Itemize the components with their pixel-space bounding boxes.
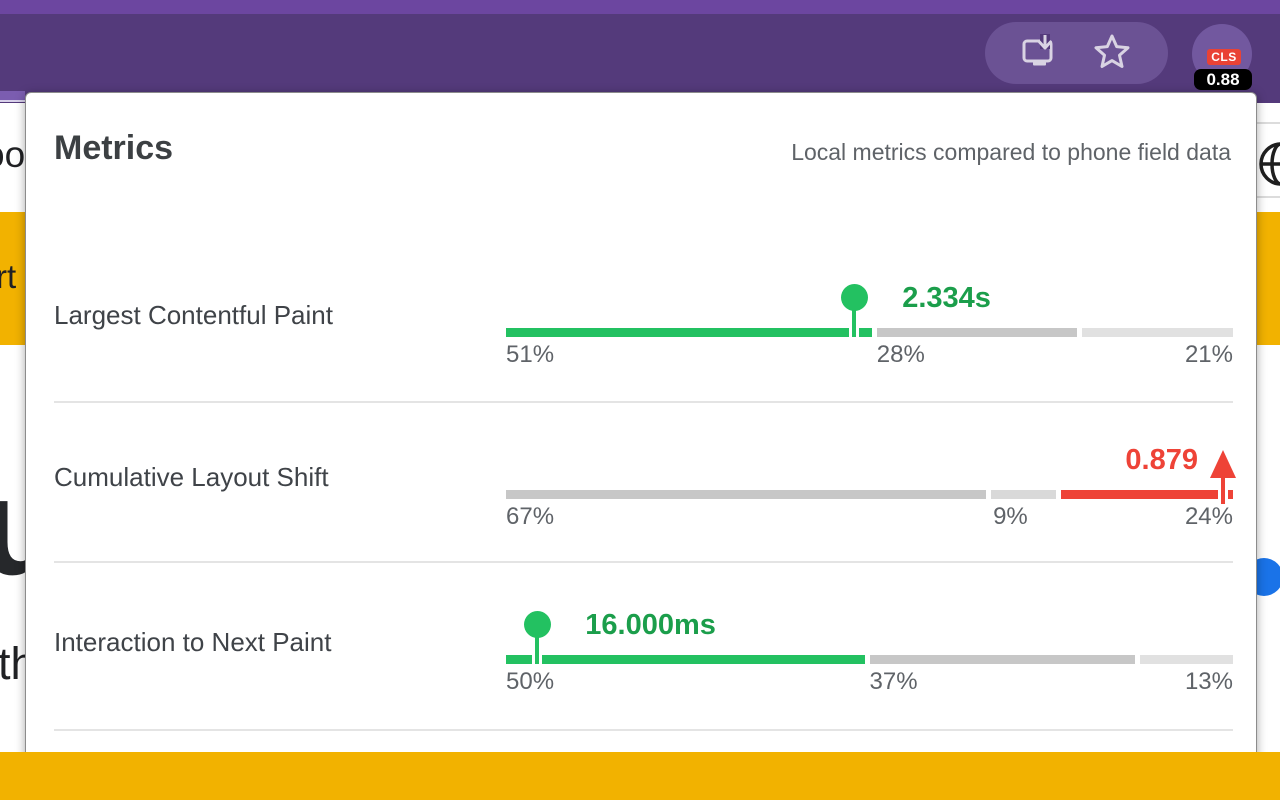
browser-toolbar: CLS 0.88: [0, 14, 1280, 103]
local-value-dot-icon: [841, 284, 869, 311]
bar-segment: [506, 490, 987, 499]
bar-segment: [991, 490, 1056, 499]
tab-strip: [0, 0, 1280, 14]
marker-stem: [1220, 478, 1225, 504]
page-header-strip: [0, 100, 25, 102]
bar-segment: [1082, 328, 1233, 337]
distribution-labels: 67% 9% 24%: [506, 503, 1233, 531]
bar-segment: [869, 655, 1135, 664]
metric-bar: 16.000ms 50% 37% 13%: [506, 609, 1233, 695]
metric-name: Cumulative Layout Shift: [54, 462, 329, 492]
star-icon[interactable]: [1092, 32, 1132, 72]
pct-label: 50%: [506, 668, 555, 695]
marker-stem: [852, 298, 857, 337]
bar-segment: [506, 328, 872, 337]
pct-label: 13%: [1184, 668, 1233, 695]
pct-label: 21%: [1184, 341, 1233, 368]
pct-label: 24%: [1184, 503, 1233, 530]
metric-name: Interaction to Next Paint: [54, 627, 332, 657]
distribution-labels: 51% 28% 21%: [506, 341, 1233, 369]
metric-name: Largest Contentful Paint: [54, 300, 333, 330]
pct-label: 51%: [506, 341, 555, 368]
pct-label: 28%: [876, 341, 925, 368]
popup-title: Metrics: [54, 129, 174, 167]
bar-segment: [1139, 655, 1233, 664]
row-divider: [54, 401, 1233, 403]
bar-segment: [506, 655, 865, 664]
distribution-bar: [506, 490, 1234, 499]
omnibox[interactable]: [985, 22, 1168, 84]
marker-stem: [535, 625, 540, 664]
extension-metric-chip: CLS: [1207, 49, 1241, 65]
page-text-fragment: rt: [0, 258, 17, 295]
distribution-bar: [506, 328, 1233, 337]
metric-bar: 2.334s 51% 28% 21%: [506, 282, 1233, 368]
metric-value: 16.000ms: [585, 609, 716, 641]
row-divider: [54, 729, 1233, 731]
local-value-arrow-icon: [1209, 450, 1236, 478]
bar-segment: [876, 328, 1078, 337]
pct-label: 37%: [869, 668, 918, 695]
globe-icon: [1257, 140, 1280, 193]
page-text-fragment: oo: [0, 134, 26, 175]
local-value-dot-icon: [524, 611, 552, 638]
page-header-strip: [0, 91, 25, 100]
popup-subtitle: Local metrics compared to phone field da…: [791, 139, 1231, 165]
pct-label: 67%: [506, 503, 555, 530]
row-divider: [54, 561, 1233, 563]
pct-label: 9%: [993, 503, 1028, 530]
extension-value-badge: 0.88: [1194, 69, 1252, 90]
send-to-device-icon[interactable]: [1020, 32, 1060, 72]
metric-value: 0.879: [1125, 444, 1198, 476]
web-vitals-popup: Metrics Local metrics compared to phone …: [25, 92, 1257, 760]
distribution-bar: [506, 655, 1233, 664]
bar-segment: [1060, 490, 1234, 499]
metric-value: 2.334s: [902, 282, 991, 314]
distribution-labels: 50% 37% 13%: [506, 668, 1233, 696]
metric-bar: 0.879 67% 9% 24%: [506, 444, 1236, 530]
page-bottom-bar: [0, 752, 1280, 800]
